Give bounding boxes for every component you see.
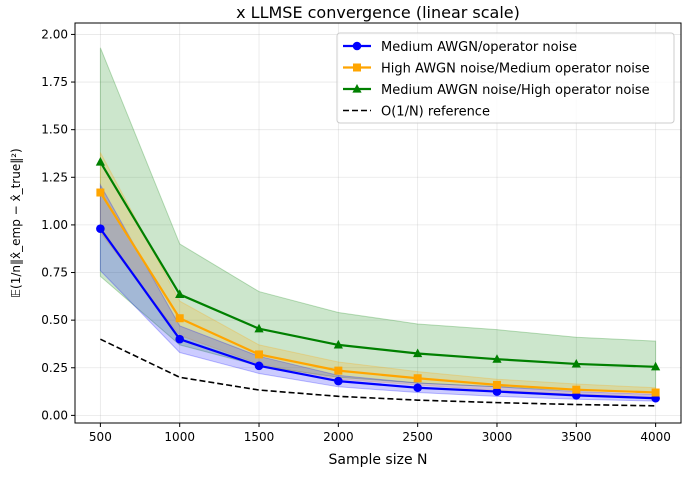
legend-label: O(1/N) reference <box>381 105 490 120</box>
series-lines <box>99 161 656 407</box>
data-point <box>255 350 264 359</box>
chart-title: x LLMSE convergence (linear scale) <box>236 3 520 22</box>
data-point <box>492 354 502 363</box>
series-markers <box>95 157 661 403</box>
data-point <box>254 323 264 333</box>
data-point <box>492 387 502 396</box>
data-point <box>175 289 185 299</box>
x-tick-label: 4000 <box>640 430 671 444</box>
y-tick-label: 1.25 <box>41 170 68 184</box>
y-tick-label: 0.75 <box>41 266 68 280</box>
legend: Medium AWGN/operator noise High AWGN nois… <box>336 32 675 124</box>
data-point <box>333 339 343 349</box>
x-tick-label: 3000 <box>482 430 513 444</box>
data-point <box>95 157 105 166</box>
series-line-2 <box>99 161 656 368</box>
x-tick-label: 3500 <box>561 430 592 444</box>
y-tick-label: 0.50 <box>41 313 68 327</box>
legend-label: Medium AWGN/operator noise <box>381 40 577 55</box>
data-point <box>175 334 185 344</box>
y-tick-label: 2.00 <box>41 27 68 41</box>
y-tick-label: 1.75 <box>41 75 68 89</box>
legend-label: High AWGN noise/Medium operator noise <box>381 62 650 77</box>
data-point <box>96 224 105 234</box>
data-point <box>175 314 184 323</box>
data-point <box>571 358 581 368</box>
plot-frame <box>74 22 682 424</box>
y-tick-label: 1.50 <box>41 123 68 137</box>
series-line-3 <box>100 338 656 407</box>
axis-ticks: 500 1000 1500 2000 2500 3000 3500 4000 0.00 0.25 0… <box>41 27 671 444</box>
x-tick-label: 2000 <box>323 430 354 444</box>
y-axis-title: 𝔼(1/n‖x̂_emp − x̂_true‖²) <box>9 148 23 297</box>
data-point <box>413 348 423 358</box>
x-tick-label: 2500 <box>402 430 433 444</box>
data-point <box>651 388 660 397</box>
legend-marker <box>352 84 362 93</box>
series-line-0 <box>99 228 656 400</box>
legend-marker <box>352 41 362 51</box>
y-tick-label: 0.25 <box>41 361 68 375</box>
legend-label: Medium AWGN noise/High operator noise <box>381 83 650 98</box>
y-tick-label: 1.00 <box>41 218 68 232</box>
legend-box <box>336 32 675 124</box>
data-point <box>492 380 501 389</box>
legend-marker <box>353 63 361 72</box>
data-point <box>334 366 343 375</box>
data-point <box>413 374 422 383</box>
data-point <box>96 188 105 197</box>
series-line-1 <box>99 191 656 394</box>
y-tick-label: 0.00 <box>41 408 68 422</box>
data-point <box>334 376 343 386</box>
data-point <box>651 361 661 371</box>
x-tick-label: 1500 <box>244 430 275 444</box>
data-point <box>572 385 581 394</box>
x-tick-label: 1000 <box>164 430 195 444</box>
x-tick-label: 500 <box>89 430 112 444</box>
data-point <box>413 383 422 393</box>
data-point <box>254 361 264 371</box>
x-axis-title: Sample size N <box>328 452 427 468</box>
